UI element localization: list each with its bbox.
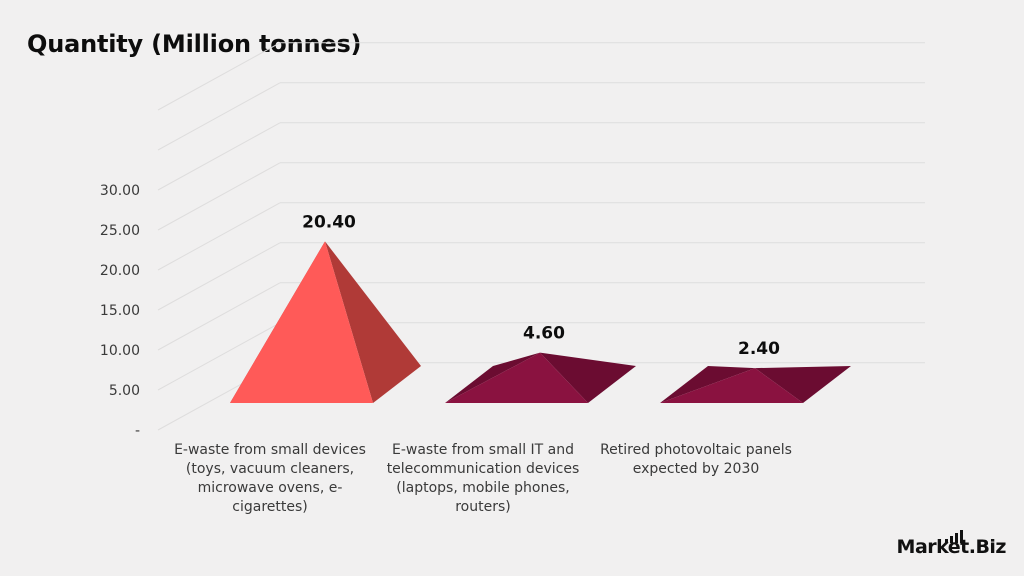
brand-logo: Market.Biz [896, 530, 1007, 558]
bars [230, 241, 851, 403]
y-tick-label: 20.00 [100, 263, 140, 279]
y-tick-label: 10.00 [100, 343, 140, 359]
grid-diagonal [157, 42, 281, 111]
logo-text: Market.Biz [896, 536, 1007, 558]
category-label: Retired photovoltaic panels expected by 2… [600, 442, 792, 477]
y-tick-label: 25.00 [100, 223, 140, 239]
data-label: 4.60 [523, 324, 565, 344]
pyramid-front-face [230, 241, 373, 403]
pyramid-bar [660, 366, 851, 403]
grid-diagonal [157, 162, 281, 231]
grid-diagonal [157, 322, 281, 391]
pyramid-right-face [540, 352, 636, 403]
pyramid-front-face [445, 352, 588, 403]
category-label-line: (toys, vacuum cleaners, [186, 461, 354, 477]
pyramid-right-face [755, 366, 851, 403]
grid-diagonal [157, 122, 281, 191]
data-label: 20.40 [302, 212, 356, 232]
pyramid-bar [445, 352, 636, 403]
y-tick-label: 30.00 [100, 183, 140, 199]
category-label-line: expected by 2030 [633, 461, 760, 477]
logo-bars-icon [944, 530, 963, 543]
category-label: E-waste from small IT and telecommunicati… [387, 442, 580, 515]
pyramid-left-face [445, 352, 540, 403]
data-labels: 20.40 4.60 2.40 [302, 212, 780, 359]
y-tick-label: - [135, 423, 140, 439]
grid-diagonal [157, 282, 281, 351]
grid-lines [157, 42, 925, 431]
category-label-line: E-waste from small devices [174, 442, 366, 458]
pyramid-front-face [660, 368, 803, 403]
category-label-line: Retired photovoltaic panels [600, 442, 792, 458]
category-label-line: microwave ovens, e- [198, 480, 343, 496]
y-axis-ticks: - 5.00 10.00 15.00 20.00 25.00 30.00 [100, 183, 140, 439]
y-tick-label: 15.00 [100, 303, 140, 319]
grid-diagonal [157, 202, 281, 271]
category-label-line: E-waste from small IT and [392, 442, 574, 458]
data-label: 2.40 [738, 339, 780, 359]
pyramid-right-face [325, 241, 421, 403]
chart-title: Quantity (Million tonnes) [27, 30, 362, 58]
category-label-line: cigarettes) [232, 499, 307, 515]
category-label-line: routers) [455, 499, 511, 515]
category-label-line: telecommunication devices [387, 461, 580, 477]
pyramid-bar [230, 241, 421, 403]
grid-diagonal [157, 242, 281, 311]
category-label-line: (laptops, mobile phones, [396, 480, 569, 496]
category-label: E-waste from small devices (toys, vacuum … [174, 442, 366, 515]
pyramid-left-face [660, 366, 755, 403]
category-labels: E-waste from small devices (toys, vacuum … [174, 442, 792, 515]
y-tick-label: 5.00 [109, 383, 140, 399]
grid-diagonal [157, 82, 281, 151]
